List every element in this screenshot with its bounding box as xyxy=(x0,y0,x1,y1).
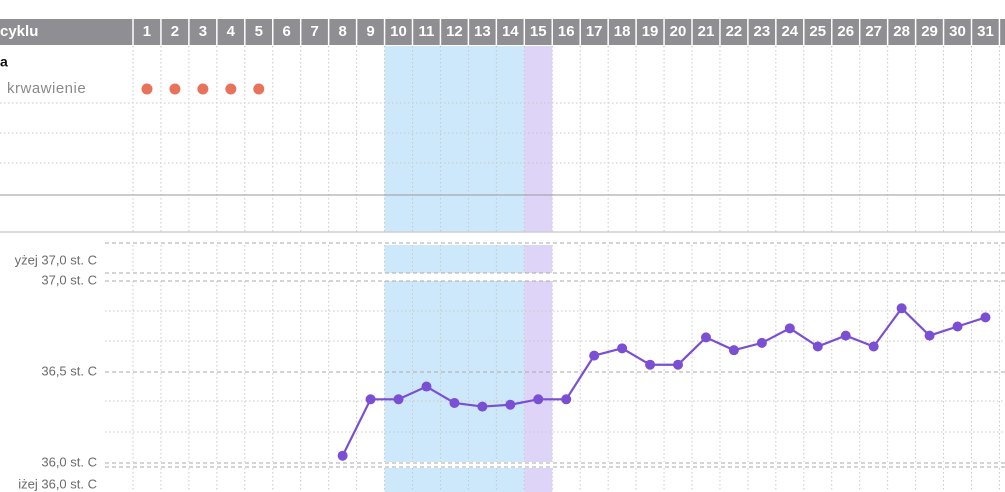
day-number[interactable]: 24 xyxy=(781,23,798,40)
ovulation-band xyxy=(524,46,553,232)
day-number[interactable]: 7 xyxy=(311,23,319,40)
bleeding-dot xyxy=(141,83,153,95)
y-tick-label: 37,0 st. C xyxy=(41,272,97,287)
day-number[interactable]: 10 xyxy=(390,23,407,40)
fertile-band xyxy=(384,46,525,232)
fertile-band xyxy=(384,468,525,492)
row-label: a xyxy=(0,54,8,70)
day-number[interactable]: 2 xyxy=(171,23,179,40)
temperature-point xyxy=(477,401,488,412)
temperature-point xyxy=(896,303,907,314)
day-number[interactable]: 20 xyxy=(670,23,687,40)
day-number[interactable]: 23 xyxy=(754,23,771,40)
day-number[interactable]: 26 xyxy=(837,23,854,40)
bleeding-dot xyxy=(169,83,181,95)
temperature-point xyxy=(533,394,544,405)
day-number[interactable]: 25 xyxy=(809,23,826,40)
temperature-point xyxy=(449,397,460,408)
bleeding-dot xyxy=(253,83,265,95)
day-number[interactable]: 6 xyxy=(283,23,291,40)
day-number[interactable]: 27 xyxy=(865,23,882,40)
day-number[interactable]: 28 xyxy=(893,23,910,40)
temperature-point xyxy=(673,359,684,370)
header-label: cyklu xyxy=(0,23,38,40)
day-number[interactable]: 8 xyxy=(338,23,346,40)
day-number[interactable]: 4 xyxy=(227,23,236,40)
temperature-point xyxy=(812,341,823,352)
above-label: yżej 37,0 st. C xyxy=(15,252,97,267)
temperature-point xyxy=(924,330,935,341)
day-number[interactable]: 15 xyxy=(530,23,547,40)
day-number[interactable]: 1 xyxy=(143,23,151,40)
fertile-band xyxy=(384,245,525,273)
day-number[interactable]: 5 xyxy=(255,23,263,40)
temperature-point xyxy=(700,332,711,343)
day-number[interactable]: 16 xyxy=(558,23,575,40)
temperature-point xyxy=(980,312,991,323)
day-number[interactable]: 9 xyxy=(366,23,374,40)
day-number[interactable]: 29 xyxy=(921,23,938,40)
day-number[interactable]: 13 xyxy=(474,23,491,40)
row-label: krwawienie xyxy=(7,80,86,97)
ovulation-band xyxy=(524,245,553,273)
temperature-point xyxy=(421,381,432,392)
day-number[interactable]: 19 xyxy=(642,23,659,40)
bleeding-dot xyxy=(225,83,237,95)
day-number[interactable]: 17 xyxy=(586,23,603,40)
temperature-point xyxy=(589,350,600,361)
temperature-point xyxy=(393,394,404,405)
day-number[interactable]: 22 xyxy=(726,23,743,40)
temperature-point xyxy=(784,323,795,334)
day-number[interactable]: 11 xyxy=(419,23,435,40)
bleeding-dot xyxy=(197,83,209,95)
temperature-line xyxy=(341,306,986,457)
temperature-point xyxy=(561,394,572,405)
y-tick-label: 36,0 st. C xyxy=(41,454,97,469)
day-number[interactable]: 12 xyxy=(446,23,463,40)
day-number[interactable]: 14 xyxy=(502,23,519,40)
day-number[interactable]: 31 xyxy=(977,23,994,40)
temperature-point xyxy=(952,321,963,332)
temperature-point xyxy=(868,341,879,352)
day-number[interactable]: 18 xyxy=(614,23,631,40)
temperature-point xyxy=(728,345,739,356)
temperature-point xyxy=(365,394,376,405)
day-number[interactable]: 21 xyxy=(698,23,715,40)
temperature-point xyxy=(840,330,851,341)
temperature-point xyxy=(505,399,516,410)
header-bar xyxy=(0,19,1005,45)
below-label: iżej 36,0 st. C xyxy=(18,476,97,491)
y-tick-label: 36,5 st. C xyxy=(41,363,97,378)
temperature-point xyxy=(617,343,628,354)
fertile-band xyxy=(384,281,525,462)
day-number[interactable]: 30 xyxy=(949,23,966,40)
temperature-point xyxy=(337,450,348,461)
temperature-point xyxy=(756,337,767,348)
ovulation-band xyxy=(524,468,553,492)
temperature-point xyxy=(645,359,656,370)
day-number[interactable]: 3 xyxy=(199,23,207,40)
